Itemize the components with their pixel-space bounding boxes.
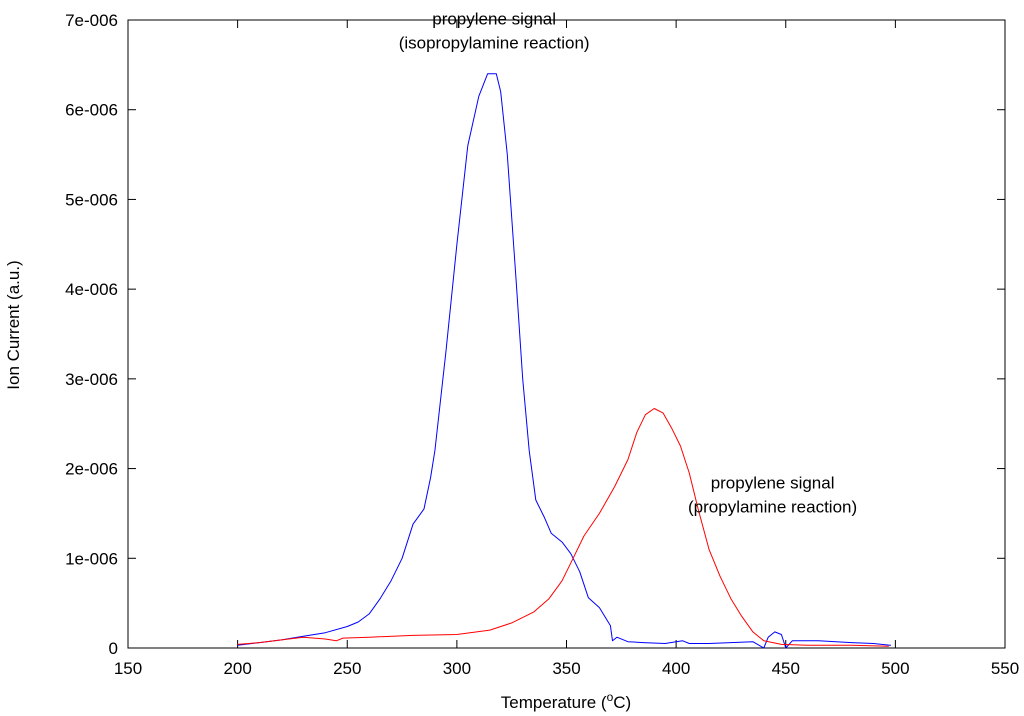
y-tick-label: 4e-006 bbox=[65, 280, 118, 299]
y-axis-label: Ion Current (a.u.) bbox=[4, 260, 23, 389]
annotations: propylene signal (isopropylamine reaction… bbox=[399, 9, 857, 516]
annotation-line2: (isopropylamine reaction) bbox=[399, 33, 590, 52]
x-tick-label: 350 bbox=[552, 659, 580, 678]
y-tick-label: 3e-006 bbox=[65, 370, 118, 389]
y-tick-label: 2e-006 bbox=[65, 460, 118, 479]
x-tick-label: 200 bbox=[223, 659, 251, 678]
y-tick-label: 1e-006 bbox=[65, 549, 118, 568]
plot-border bbox=[127, 19, 1006, 649]
annotation-line1: propylene signal bbox=[711, 473, 835, 492]
y-tick-label: 7e-006 bbox=[65, 11, 118, 30]
x-tick-label: 300 bbox=[443, 659, 471, 678]
x-axis-ticks: 150 200 250 300 350 400 450 500 550 bbox=[114, 20, 1019, 678]
x-tick-label: 250 bbox=[333, 659, 361, 678]
series-line-1 bbox=[237, 73, 892, 649]
x-tick-label: 400 bbox=[662, 659, 690, 678]
x-tick-label: 450 bbox=[772, 659, 800, 678]
series-layer bbox=[237, 73, 892, 649]
x-tick-label: 550 bbox=[991, 659, 1019, 678]
series-line-2 bbox=[237, 408, 889, 647]
annotation-line2: (propylamine reaction) bbox=[688, 497, 857, 516]
y-axis-ticks: 0 1e-006 2e-006 3e-006 4e-006 5e-006 6e-006 7e-… bbox=[65, 11, 1005, 658]
x-tick-label: 150 bbox=[114, 659, 142, 678]
plot-frame bbox=[127, 19, 1006, 649]
annotation-line1: propylene signal bbox=[432, 9, 556, 28]
y-tick-label: 6e-006 bbox=[65, 101, 118, 120]
y-tick-label: 5e-006 bbox=[65, 190, 118, 209]
x-tick-label: 500 bbox=[881, 659, 909, 678]
y-tick-label: 0 bbox=[109, 639, 118, 658]
x-axis-label: Temperature (oC) bbox=[501, 690, 631, 712]
